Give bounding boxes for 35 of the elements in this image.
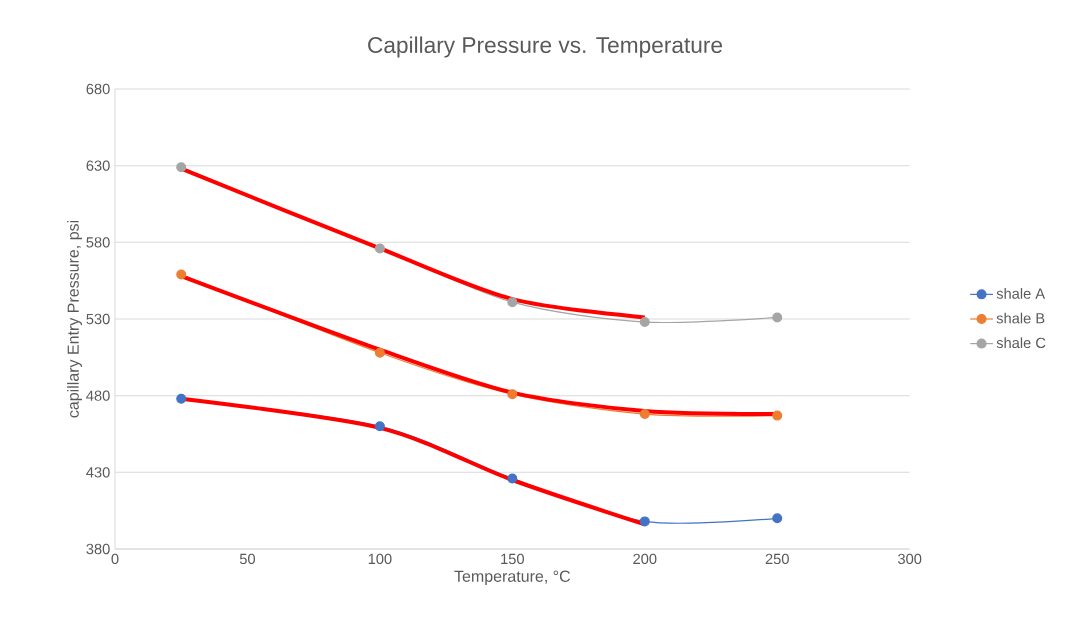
point <box>639 317 650 328</box>
point <box>772 312 783 323</box>
x-tick-label: 200 <box>633 553 657 565</box>
point <box>507 389 518 400</box>
y-tick-label: 530 <box>86 313 110 325</box>
point <box>374 243 385 254</box>
point <box>374 347 385 358</box>
y-tick-label: 380 <box>86 543 110 555</box>
y-tick-label: 580 <box>86 237 110 248</box>
legend-label: shale A <box>996 288 1046 299</box>
y-tick-label: 480 <box>86 390 110 401</box>
x-tick-label: 50 <box>239 553 256 565</box>
point <box>176 393 187 404</box>
x-tick-label: 0 <box>111 553 119 565</box>
y-tick-label: 680 <box>86 83 110 95</box>
x-tick-label: 300 <box>898 553 922 565</box>
x-axis-title: Temperature, °C <box>454 570 571 586</box>
x-tick-label: 100 <box>368 553 392 565</box>
y-tick-label: 630 <box>86 160 110 171</box>
point <box>507 297 518 308</box>
legend-label: shale C <box>996 337 1046 349</box>
point <box>772 410 783 421</box>
chart-title: Capillary Pressure vs. Temperature <box>368 36 723 58</box>
point <box>639 516 650 527</box>
point <box>507 473 518 484</box>
point <box>176 162 187 173</box>
x-tick-label: 250 <box>765 553 789 565</box>
point <box>772 513 783 524</box>
y-tick-label: 430 <box>86 467 110 478</box>
point <box>639 409 650 420</box>
point <box>374 421 385 432</box>
legend-label: shale B <box>996 312 1045 324</box>
x-tick-label: 150 <box>501 553 524 565</box>
y-axis-title: capillary Entry Pressure, psi <box>67 220 83 418</box>
point <box>176 269 187 280</box>
